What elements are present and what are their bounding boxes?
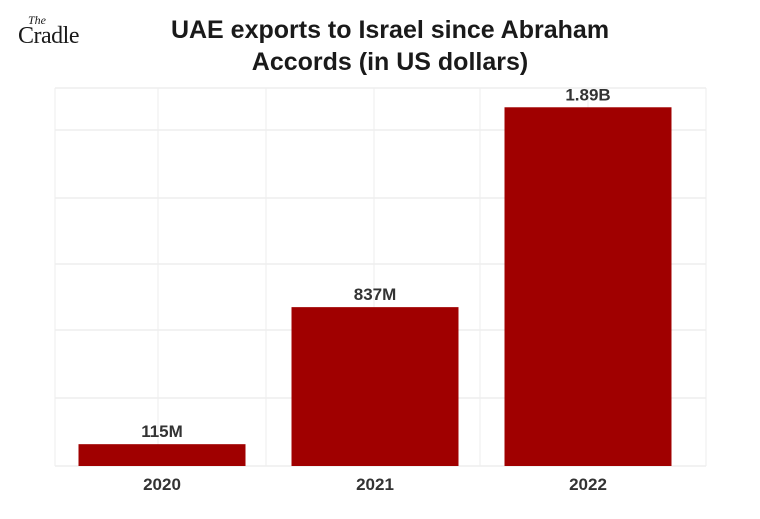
data-label-2022: 1.89B bbox=[565, 85, 610, 104]
data-label-2021: 837M bbox=[354, 285, 397, 304]
x-tick-2022: 2022 bbox=[569, 475, 607, 494]
chart-x-tick-labels: 2020 2021 2022 bbox=[143, 475, 607, 494]
x-tick-2020: 2020 bbox=[143, 475, 181, 494]
bar-2021 bbox=[291, 307, 459, 466]
bar-2020 bbox=[78, 444, 246, 466]
data-label-2020: 115M bbox=[141, 422, 183, 441]
logo-line-the: The bbox=[28, 13, 46, 27]
logo-line-cradle: Cradle bbox=[18, 23, 79, 49]
bar-2022 bbox=[504, 107, 672, 467]
chart-data-labels: 115M 837M 1.89B bbox=[141, 85, 610, 441]
brand-logo: The Cradle bbox=[18, 14, 79, 48]
chart-bars bbox=[78, 107, 672, 467]
x-tick-2021: 2021 bbox=[356, 475, 394, 494]
chart-title: UAE exports to Israel since Abraham Acco… bbox=[170, 16, 610, 76]
